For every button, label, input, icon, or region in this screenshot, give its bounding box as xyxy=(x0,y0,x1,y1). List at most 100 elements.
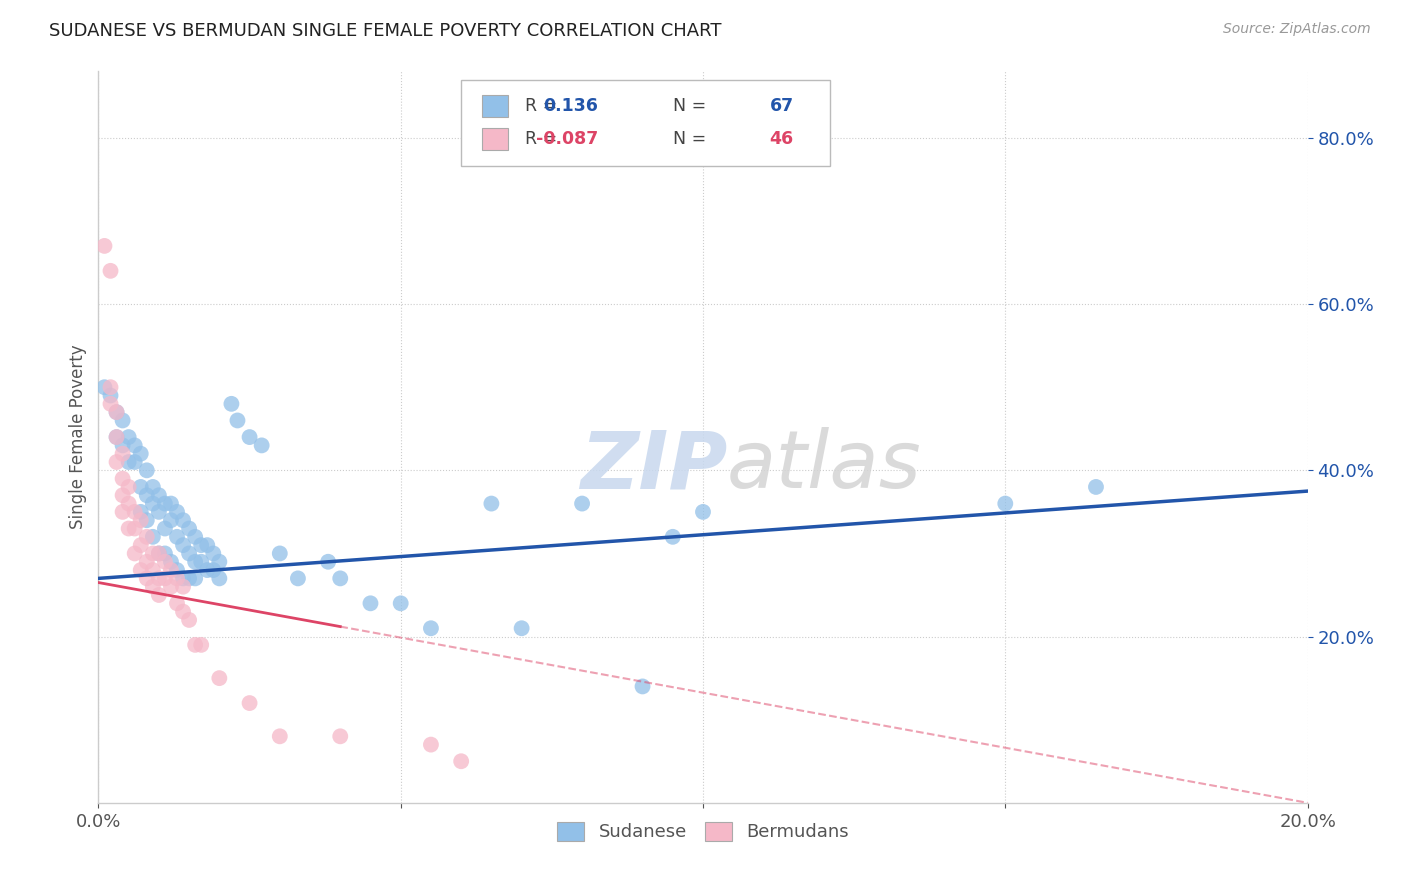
Point xyxy=(329,571,352,585)
Point xyxy=(250,438,273,452)
Point xyxy=(166,571,188,585)
Point xyxy=(160,563,183,577)
Point xyxy=(142,580,165,594)
Point xyxy=(135,488,157,502)
Point xyxy=(208,571,231,585)
Point xyxy=(124,546,146,560)
Point xyxy=(93,380,115,394)
Point xyxy=(118,497,141,511)
Point xyxy=(190,555,212,569)
Point xyxy=(166,596,188,610)
Point xyxy=(148,546,170,560)
Point xyxy=(129,505,152,519)
Point xyxy=(135,463,157,477)
Text: N =: N = xyxy=(672,96,706,115)
Text: Source: ZipAtlas.com: Source: ZipAtlas.com xyxy=(1223,22,1371,37)
Point xyxy=(202,546,225,560)
Point xyxy=(153,521,176,535)
Point xyxy=(329,729,352,743)
Point xyxy=(221,397,243,411)
Point xyxy=(135,555,157,569)
Point xyxy=(184,530,207,544)
Point xyxy=(111,447,134,461)
Point xyxy=(129,538,152,552)
FancyBboxPatch shape xyxy=(482,95,509,118)
Point xyxy=(142,480,165,494)
Point xyxy=(111,438,134,452)
Point xyxy=(239,430,262,444)
Point xyxy=(105,455,128,469)
Point xyxy=(184,571,207,585)
Text: ZIP: ZIP xyxy=(579,427,727,506)
Point xyxy=(153,497,176,511)
Text: -0.087: -0.087 xyxy=(536,129,598,148)
Point xyxy=(160,513,183,527)
Point xyxy=(360,596,382,610)
Point xyxy=(226,413,249,427)
Point xyxy=(208,555,231,569)
Point xyxy=(631,680,654,694)
Point xyxy=(287,571,309,585)
Point xyxy=(202,563,225,577)
Point xyxy=(179,546,201,560)
Point xyxy=(93,239,115,253)
Point xyxy=(111,505,134,519)
Point xyxy=(179,521,201,535)
Point xyxy=(420,738,443,752)
Point xyxy=(153,571,176,585)
Point xyxy=(661,530,683,544)
Point xyxy=(450,754,472,768)
Point xyxy=(208,671,231,685)
Point xyxy=(166,505,188,519)
Point xyxy=(166,563,188,577)
Point xyxy=(153,555,176,569)
Point xyxy=(160,555,183,569)
Point xyxy=(129,513,152,527)
Point xyxy=(172,538,194,552)
Point xyxy=(100,388,122,402)
FancyBboxPatch shape xyxy=(461,80,830,167)
Point xyxy=(571,497,593,511)
Point xyxy=(166,530,188,544)
Point xyxy=(179,613,201,627)
Point xyxy=(142,563,165,577)
Point xyxy=(111,413,134,427)
Point xyxy=(269,729,291,743)
Point xyxy=(148,571,170,585)
Text: 0.136: 0.136 xyxy=(543,96,598,115)
Y-axis label: Single Female Poverty: Single Female Poverty xyxy=(69,345,87,529)
Point xyxy=(124,505,146,519)
Point xyxy=(129,480,152,494)
Point xyxy=(190,538,212,552)
Point xyxy=(105,405,128,419)
FancyBboxPatch shape xyxy=(482,128,509,150)
Point xyxy=(239,696,262,710)
Point xyxy=(129,447,152,461)
Point xyxy=(184,638,207,652)
Point xyxy=(129,563,152,577)
Point xyxy=(172,580,194,594)
Point xyxy=(420,621,443,635)
Text: 67: 67 xyxy=(769,96,793,115)
Point xyxy=(135,530,157,544)
Point xyxy=(124,455,146,469)
Point xyxy=(118,430,141,444)
Point xyxy=(179,571,201,585)
Point xyxy=(160,497,183,511)
Point xyxy=(1085,480,1108,494)
Point xyxy=(124,521,146,535)
Text: N =: N = xyxy=(672,129,706,148)
Point xyxy=(172,605,194,619)
Point xyxy=(100,380,122,394)
Point xyxy=(190,638,212,652)
Point xyxy=(111,472,134,486)
Text: atlas: atlas xyxy=(727,427,922,506)
Text: R =: R = xyxy=(526,129,558,148)
Point xyxy=(142,497,165,511)
Point xyxy=(184,555,207,569)
Point xyxy=(195,538,218,552)
Text: R =: R = xyxy=(526,96,558,115)
Point xyxy=(148,588,170,602)
Point xyxy=(135,571,157,585)
Point xyxy=(118,480,141,494)
